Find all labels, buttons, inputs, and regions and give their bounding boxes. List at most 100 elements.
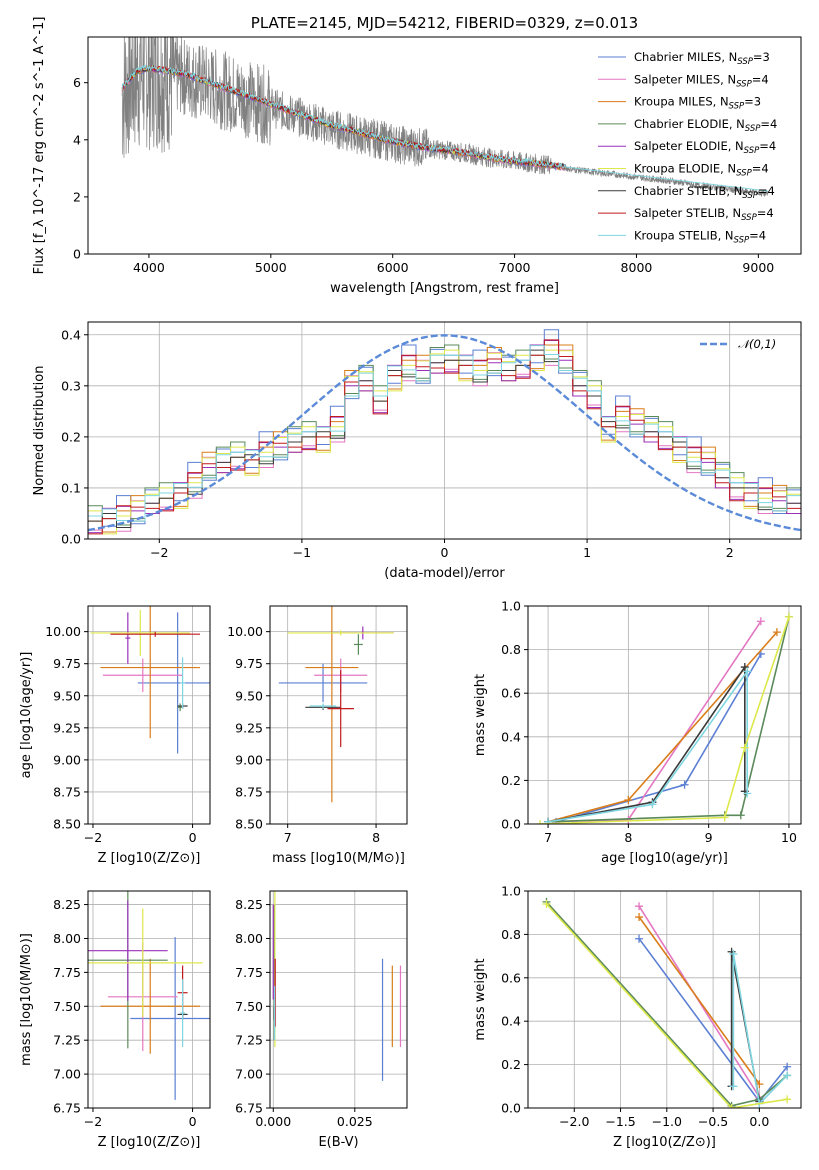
weight-vs-age-axes: 7 8 9 10 0.0 0.2 0.4 0.6 0.8 1.0 age [log10(age/yr…: [473, 599, 801, 866]
weight-line-4: [547, 664, 746, 823]
legend-label: Kroupa ELODIE, NSSP=4: [634, 162, 769, 179]
residual-hist-xtick-label: 0: [441, 545, 449, 560]
mass-vs-z-ytick-label: 7.00: [53, 1067, 81, 1082]
age-vs-z-ytick-label: 9.75: [53, 656, 81, 671]
weight-vs-z-frame: [527, 890, 802, 1109]
age-vs-z-ytick-label: 10.00: [45, 624, 81, 639]
weight-vs-z-xtick-label: −0.5: [698, 1114, 728, 1129]
mass-vs-z-ytick-label: 8.00: [53, 931, 81, 946]
weight-marker-0: [783, 1062, 792, 1071]
weight-vs-age-ytick-label: 0.0: [501, 817, 521, 832]
weight-vs-z-xlabel: Z [log10(Z/Z⊙)]: [613, 1135, 716, 1150]
weight-vs-z-ytick-label: 0.2: [501, 1057, 521, 1072]
weight-line-3: [548, 616, 790, 823]
spectrum-xtick-label: 5000: [255, 260, 287, 275]
mass-vs-ebv-axes: 0.000 0.025 6.75 7.00 7.25 7.50 7.75 8.00 8.25 E(…: [235, 891, 407, 1150]
weight-vs-age-plot-area: [536, 612, 793, 824]
stelib-tail-line: [565, 166, 769, 192]
legend-label-normal: 𝒩(0,1): [738, 337, 776, 351]
spectrum-xtick-label: 6000: [377, 260, 409, 275]
weight-vs-z-axes: −2.0 −1.5 −1.0 −0.5 0.0 0.0 0.2 0.4 0.6 0.8 1.0 Z […: [473, 884, 801, 1150]
mass-vs-ebv-ytick-label: 7.00: [235, 1067, 263, 1082]
weight-vs-z-plot-area: [542, 897, 792, 1108]
weight-line-2: [638, 916, 761, 1085]
weight-vs-age-xtick-label: 7: [544, 830, 552, 845]
age-vs-z-ytick-label: 9.25: [53, 720, 81, 735]
spectrum-ylabel: Flux [f_λ 10^-17 erg cm^-2 s^-1 A^-1]: [32, 17, 47, 275]
age-vs-mass-ytick-label: 9.50: [235, 688, 263, 703]
mass-vs-z-plot-area: [88, 891, 210, 1100]
weight-vs-z-ytick-label: 1.0: [501, 884, 521, 899]
weight-marker-5: [783, 1071, 792, 1080]
weight-marker-5: [729, 1082, 738, 1091]
legend-label: Chabrier MILES, NSSP=3: [634, 50, 770, 67]
mass-vs-z-ytick-label: 7.50: [53, 999, 81, 1014]
mass-vs-z-ylabel: mass [log10(M/M⊙)]: [19, 933, 34, 1066]
spectrum-xtick-label: 4000: [133, 260, 165, 275]
mass-vs-z-axes: −2 0 6.75 7.00 7.25 7.50 7.75 8.00 8.25 Z [log10(…: [19, 891, 210, 1150]
weight-vs-age-xlabel: age [log10(age/yr)]: [601, 851, 728, 866]
residual-hist-xtick-label: −1: [293, 545, 311, 560]
weight-vs-z-ytick-label: 0.6: [501, 970, 521, 985]
mass-vs-z-xlabel: Z [log10(Z/Z⊙)]: [98, 1135, 201, 1150]
legend-label: Chabrier STELIB, NSSP=4: [634, 184, 775, 201]
residual-hist-xtick-label: 1: [583, 545, 591, 560]
mass-vs-ebv-ytick-label: 7.25: [235, 1033, 263, 1048]
spectrum-ytick-label: 2: [73, 189, 81, 204]
hist-step-5: [88, 349, 801, 535]
weight-line-5: [547, 668, 748, 823]
legend-label: Chabrier ELODIE, NSSP=4: [634, 117, 777, 134]
mass-vs-z-frame: [87, 890, 211, 1109]
normal-curve: [88, 334, 801, 532]
age-vs-mass-ytick-label: 9.00: [235, 752, 263, 767]
mass-vs-z-xtick-label: 0: [189, 1114, 197, 1129]
mass-vs-ebv-xtick-label: 0.025: [337, 1114, 373, 1129]
weight-marker-6: [740, 743, 749, 752]
spectrum-frame: [87, 36, 802, 255]
legend-label: Kroupa MILES, NSSP=3: [634, 95, 761, 112]
weight-marker-5: [743, 667, 752, 676]
weight-marker-5: [648, 800, 657, 809]
age-vs-z-ytick-label: 9.50: [53, 688, 81, 703]
weight-vs-age-frame: [527, 605, 802, 825]
weight-marker-6: [727, 1104, 736, 1108]
residual-hist-ylabel: Normed distribution: [32, 366, 47, 496]
residual-hist-xlabel: (data-model)/error: [384, 566, 505, 581]
weight-marker-2: [624, 796, 633, 805]
age-vs-mass-frame: [269, 605, 408, 825]
spectrum-title: PLATE=2145, MJD=54212, FIBERID=0329, z=0…: [251, 14, 638, 32]
weight-line-6: [539, 616, 790, 824]
spectrum-plot-area: [121, 37, 769, 198]
age-vs-z-plot-area: [90, 606, 210, 754]
weight-marker-6: [784, 612, 793, 621]
residual-hist-ytick-label: 0.1: [61, 480, 81, 495]
weight-vs-z-xtick-label: −1.0: [652, 1114, 682, 1129]
weight-marker-4: [740, 663, 749, 672]
age-vs-mass-ytick-label: 9.25: [235, 720, 263, 735]
weight-vs-z-ytick-label: 0.8: [501, 927, 521, 942]
age-vs-mass-xtick-label: 7: [284, 830, 292, 845]
model-line-8: [121, 64, 566, 169]
age-vs-mass-ytick-label: 9.75: [235, 656, 263, 671]
legend-label: Salpeter ELODIE, NSSP=4: [634, 139, 776, 156]
weight-marker-1: [635, 902, 644, 911]
legend-label: Salpeter STELIB, NSSP=4: [634, 206, 774, 223]
weight-marker-1: [756, 617, 765, 626]
weight-vs-z-ytick-label: 0.0: [501, 1101, 521, 1116]
age-vs-z-ytick-label: 8.75: [53, 784, 81, 799]
age-vs-mass-plot-area: [278, 606, 394, 803]
age-vs-z-xlabel: Z [log10(Z/Z⊙)]: [98, 851, 201, 866]
weight-line-5: [732, 953, 788, 1106]
age-vs-z-xtick-label: −2: [84, 830, 102, 845]
mass-vs-ebv-ytick-label: 8.25: [235, 897, 263, 912]
mass-vs-ebv-xtick-label: 0.000: [255, 1114, 291, 1129]
weight-vs-age-xtick-label: 10: [781, 830, 797, 845]
age-vs-mass-ytick-label: 8.50: [235, 817, 263, 832]
age-vs-mass-axes: 7 8 8.50 8.75 9.00 9.25 9.50 9.75 10.00 mass [log…: [227, 606, 407, 866]
residual-hist-plot-area: [88, 329, 801, 535]
mass-vs-z-ytick-label: 7.75: [53, 965, 81, 980]
weight-vs-age-ytick-label: 0.2: [501, 773, 521, 788]
age-vs-mass-ytick-label: 10.00: [227, 624, 263, 639]
spectrum-legend: Chabrier MILES, NSSP=3 Salpeter MILES, NS…: [598, 50, 777, 245]
mass-vs-z-ytick-label: 6.75: [53, 1101, 81, 1116]
